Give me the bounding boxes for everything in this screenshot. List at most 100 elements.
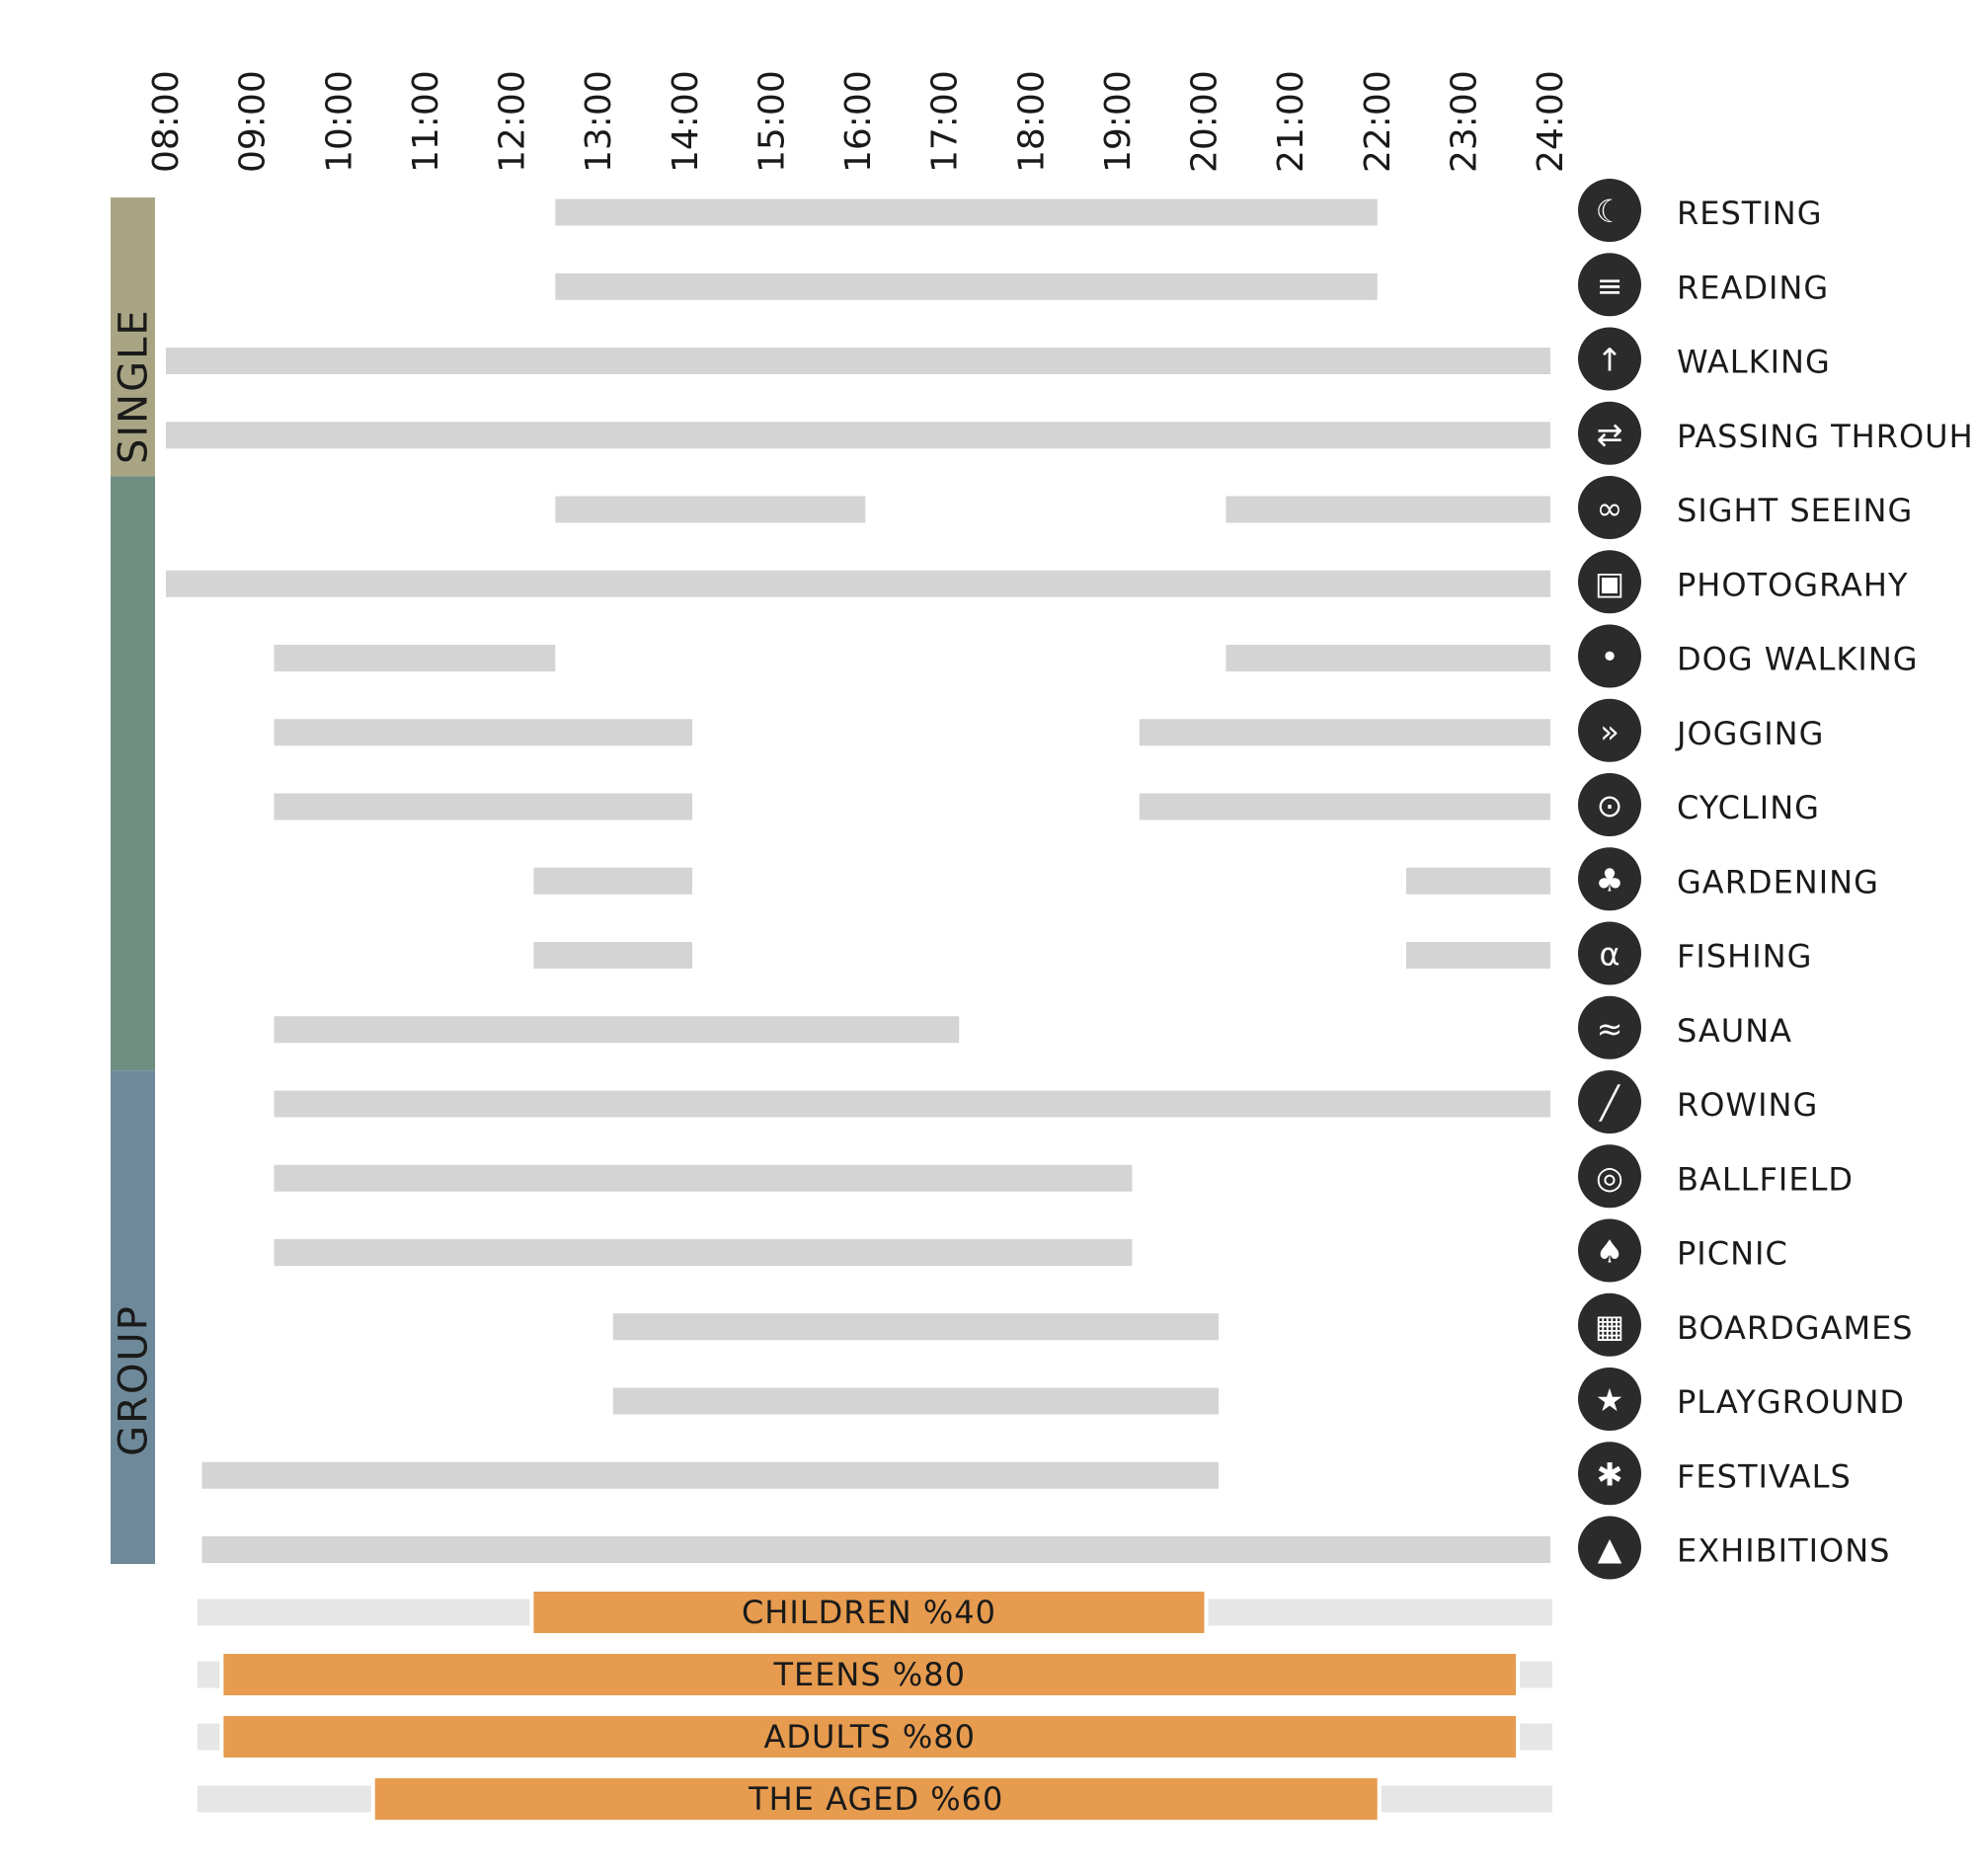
activity-label: DOG WALKING: [1677, 641, 1919, 678]
activity-bar: [555, 496, 866, 523]
svg-text:⇄: ⇄: [1597, 416, 1623, 453]
plant-icon: ♣: [1578, 847, 1641, 911]
activity-bar: [1225, 645, 1550, 671]
svg-text:▲: ▲: [1598, 1530, 1622, 1568]
tick-label: 22:00: [1358, 70, 1398, 173]
activity-bar: [1139, 719, 1550, 746]
activity-bar: [1225, 496, 1550, 523]
activity-bar: [612, 1313, 1220, 1341]
activity-labels: RESTING READING WALKING PASSING THROUH SIGHT…: [1675, 195, 1973, 1570]
jogging-icon: »: [1578, 698, 1641, 762]
activity-label: PICNIC: [1677, 1235, 1788, 1273]
tick-label: 15:00: [751, 70, 792, 173]
walking-icon: ↑: [1578, 327, 1641, 391]
svg-text:╱: ╱: [1598, 1084, 1620, 1122]
svg-text:⊙: ⊙: [1597, 787, 1623, 824]
tick-label: 10:00: [319, 70, 359, 173]
bicycle-icon: ⊙: [1578, 773, 1641, 836]
tick-label: 24:00: [1531, 70, 1571, 173]
tick-label: 09:00: [233, 70, 274, 173]
time-axis: 08:00 09:00 10:00 11:00 12:00 13:00 14:00 15:00…: [146, 70, 1571, 173]
activity-bar: [166, 570, 1550, 597]
svg-text:»: »: [1600, 713, 1620, 750]
activity-label: PLAYGROUND: [1677, 1383, 1905, 1421]
activity-bar: [274, 1164, 1133, 1192]
activity-bar: [274, 645, 556, 671]
activity-label: EXHIBITIONS: [1677, 1532, 1890, 1570]
rowing-icon: ╱: [1578, 1070, 1641, 1133]
svg-text:∞: ∞: [1597, 490, 1623, 527]
activity-bar: [274, 1090, 1550, 1118]
boardgames-icon: ▦: [1578, 1292, 1641, 1357]
svg-text:☾: ☾: [1596, 193, 1624, 230]
svg-text:✱: ✱: [1597, 1455, 1623, 1493]
tick-label: 19:00: [1098, 70, 1139, 173]
festival-icon: ✱: [1578, 1442, 1641, 1506]
activity-bar: [274, 1239, 1133, 1266]
svg-text:α: α: [1599, 936, 1620, 974]
group-bands: SINGLE GROUP: [111, 197, 157, 1564]
svg-text:≈: ≈: [1597, 1010, 1623, 1048]
activity-label: WALKING: [1677, 344, 1831, 381]
passing-through-icon: ⇄: [1578, 401, 1641, 465]
tick-label: 23:00: [1444, 70, 1484, 173]
svg-text:▦: ▦: [1595, 1307, 1624, 1345]
svg-text:↑: ↑: [1597, 342, 1623, 379]
activity-bar: [201, 1461, 1220, 1489]
activity-label: BOARDGAMES: [1677, 1309, 1914, 1347]
group-band: [111, 1070, 155, 1564]
svg-text:♣: ♣: [1596, 861, 1624, 899]
activity-bar: [1405, 867, 1550, 895]
activity-bar: [274, 793, 693, 821]
activity-bar: [274, 1016, 960, 1044]
reading-icon: ≡: [1578, 253, 1641, 317]
tick-label: 20:00: [1185, 70, 1225, 173]
activity-label: CYCLING: [1677, 789, 1820, 826]
dog-icon: •: [1578, 624, 1641, 688]
tree-icon: ♠: [1578, 1218, 1641, 1283]
tick-label: 13:00: [579, 70, 619, 173]
ballfield-icon: ◎: [1578, 1144, 1641, 1209]
svg-text:♠: ♠: [1596, 1233, 1624, 1271]
tick-label: 16:00: [838, 70, 879, 173]
activity-bar: [612, 1387, 1220, 1415]
activity-label: FISHING: [1677, 938, 1812, 976]
group-label: GROUP: [112, 1304, 157, 1456]
activity-bar: [555, 273, 1378, 300]
tick-label: 11:00: [406, 70, 446, 173]
tick-label: 17:00: [925, 70, 966, 173]
activity-label: FESTIVALS: [1677, 1457, 1852, 1495]
activity-label: READING: [1677, 269, 1829, 306]
activity-bar: [201, 1536, 1551, 1563]
svg-text:≡: ≡: [1597, 267, 1623, 304]
activity-bar: [166, 348, 1550, 374]
age-bar: [533, 1592, 1205, 1633]
svg-text:★: ★: [1596, 1381, 1624, 1419]
activity-bar: [533, 867, 693, 895]
activity-bar: [1405, 942, 1550, 969]
fish-icon: α: [1578, 921, 1641, 985]
activity-bar: [166, 422, 1550, 449]
activity-label: JOGGING: [1675, 715, 1824, 752]
svg-text:◎: ◎: [1596, 1158, 1623, 1196]
activity-label: RESTING: [1677, 195, 1822, 232]
activity-label: SAUNA: [1677, 1012, 1792, 1050]
activity-bar: [1139, 793, 1550, 821]
svg-text:▣: ▣: [1595, 564, 1624, 601]
resting-icon: ☾: [1578, 179, 1641, 242]
activity-icons: ☾ ≡ ↑ ⇄ ∞ ▣ • » ⊙ ♣ α ≈ ╱ ◎ ♠ ▦ ★ ✱ ▲: [1578, 179, 1641, 1580]
exhibition-icon: ▲: [1578, 1516, 1641, 1580]
tick-label: 08:00: [146, 70, 187, 173]
activity-label: ROWING: [1677, 1086, 1818, 1124]
age-bar: [223, 1654, 1517, 1695]
playground-icon: ★: [1578, 1368, 1641, 1431]
group-label: SINGLE: [112, 308, 157, 464]
group-band: [111, 197, 155, 477]
activity-bar: [274, 719, 693, 746]
activity-label: BALLFIELD: [1677, 1160, 1854, 1198]
activity-bar: [555, 198, 1378, 226]
activity-label: GARDENING: [1677, 863, 1879, 900]
age-group-bars: CHILDREN %40 TEENS %80 ADULTS %80 THE AGED …: [198, 1592, 1552, 1820]
age-bar: [374, 1778, 1378, 1820]
